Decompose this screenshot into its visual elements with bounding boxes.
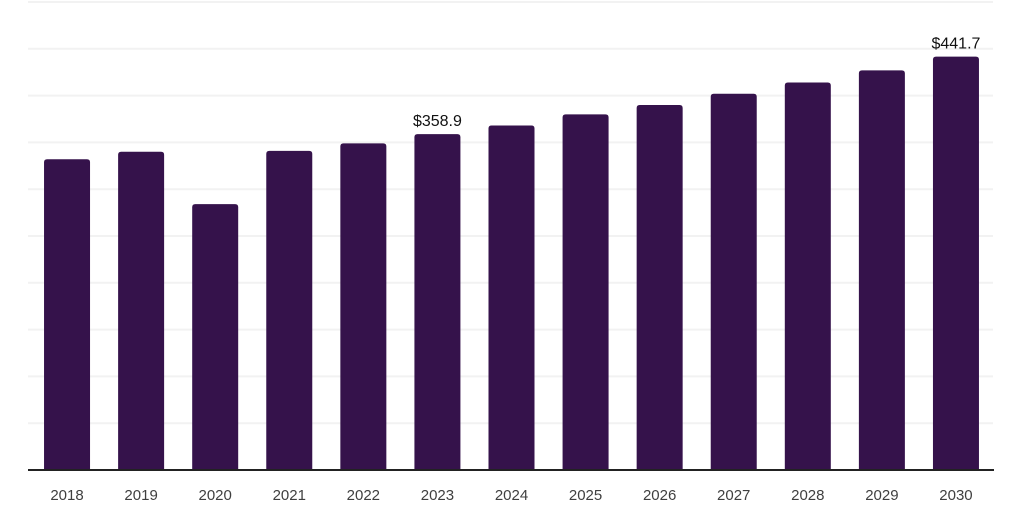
data-label-2030: $441.7 [931,36,980,53]
x-tick-labels: 2018 2019 2020 2021 2022 2023 2024 2025 2026 2027… [50,487,972,504]
bar-2025[interactable] [562,114,609,470]
bar-2022[interactable] [340,143,387,470]
x-tick-2029: 2029 [865,487,898,504]
x-tick-2023: 2023 [421,487,454,504]
bar-2028[interactable] [784,82,831,470]
x-tick-2026: 2026 [643,487,676,504]
bar-2026[interactable] [636,104,683,471]
bar-2027[interactable] [710,93,757,470]
bar-2019[interactable] [118,151,165,470]
x-tick-2019: 2019 [124,487,157,504]
bar-2024[interactable] [488,125,535,470]
x-tick-2024: 2024 [495,487,528,504]
bar-2020[interactable] [192,204,239,470]
x-tick-2027: 2027 [717,487,750,504]
x-tick-2030: 2030 [939,487,972,504]
x-tick-2021: 2021 [273,487,306,504]
bar-2029[interactable] [858,70,905,470]
x-tick-2028: 2028 [791,487,824,504]
x-tick-2020: 2020 [199,487,232,504]
bar-2018[interactable] [44,159,91,471]
x-tick-2022: 2022 [347,487,380,504]
data-label-2023: $358.9 [413,113,462,130]
x-tick-2018: 2018 [50,487,83,504]
bar-2021[interactable] [266,150,313,470]
bar-2023[interactable] [414,134,461,471]
data-labels: $358.9 $441.7 [413,36,981,131]
bar-2030[interactable] [932,56,979,471]
bars [44,56,979,471]
x-tick-2025: 2025 [569,487,602,504]
